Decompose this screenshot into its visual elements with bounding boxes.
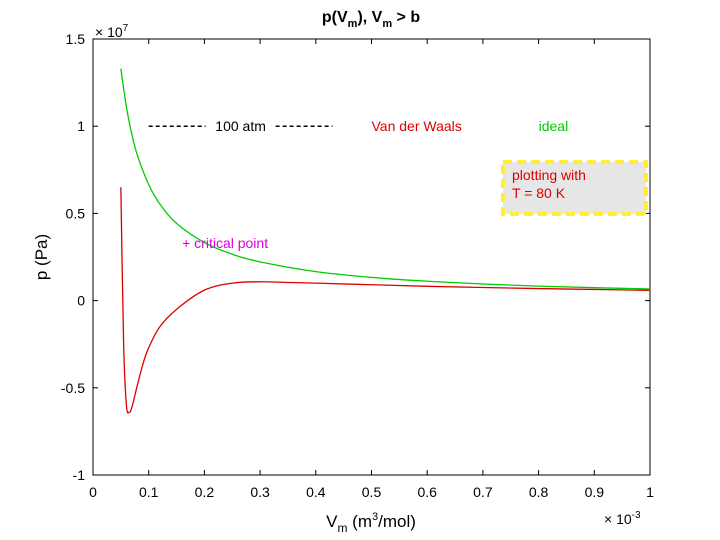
axis-ticks: 0 0.1 0.2 0.3 0.4 0.5 0.6 0.7 0.8 0.9 1 -1 -0.5 0 0.5 1… bbox=[61, 31, 654, 500]
y-tick-label: 0.5 bbox=[66, 205, 86, 221]
series-layer bbox=[120, 68, 651, 414]
x-axis-multiplier: × 10-3 bbox=[604, 510, 641, 527]
x-tick-label: 0.5 bbox=[362, 484, 382, 500]
dashed-line-label: 100 atm bbox=[215, 118, 266, 134]
x-tick-label: 0.8 bbox=[529, 484, 549, 500]
x-tick-label: 0.6 bbox=[417, 484, 437, 500]
temperature-text-box: plotting with T = 80 K bbox=[501, 160, 648, 216]
x-tick-label: 1 bbox=[646, 484, 654, 500]
annotation: Van der Waals bbox=[372, 118, 462, 134]
x-tick-label: 0.9 bbox=[585, 484, 605, 500]
y-tick-label: 1.5 bbox=[66, 31, 86, 47]
annotation: ideal bbox=[539, 118, 569, 134]
y-axis-label: p (Pa) bbox=[32, 234, 51, 280]
y-axis-multiplier: × 107 bbox=[95, 23, 129, 40]
series-line-ideal bbox=[120, 68, 651, 290]
y-tick-label: -1 bbox=[73, 467, 86, 483]
annotation-layer: 100 atm Van der Waals ideal + critical poin… bbox=[148, 118, 569, 251]
series-line-van-der-waals bbox=[120, 187, 651, 414]
plot-area bbox=[92, 38, 651, 476]
x-tick-label: 0.3 bbox=[250, 484, 270, 500]
text-box-frame bbox=[501, 160, 648, 216]
x-tick-label: 0.7 bbox=[473, 484, 493, 500]
text-box-line-1: plotting with bbox=[512, 167, 586, 183]
y-tick-label: 1 bbox=[77, 118, 85, 134]
chart-title: p(Vm), Vm > b bbox=[322, 9, 420, 30]
x-tick-label: 0.4 bbox=[306, 484, 326, 500]
annotation: + critical point bbox=[182, 235, 268, 251]
text-box-line-2: T = 80 K bbox=[512, 185, 566, 201]
x-tick-label: 0.1 bbox=[139, 484, 159, 500]
y-tick-label: 0 bbox=[77, 293, 85, 309]
x-tick-label: 0 bbox=[89, 484, 97, 500]
y-tick-label: -0.5 bbox=[61, 380, 85, 396]
x-tick-label: 0.2 bbox=[195, 484, 215, 500]
x-axis-label: Vm (m3/mol) bbox=[326, 511, 416, 535]
